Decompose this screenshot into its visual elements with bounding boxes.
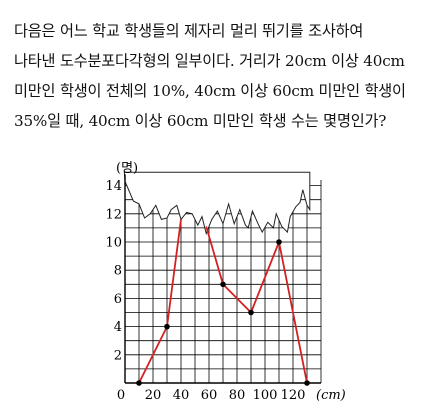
problem-line-3: 미만인 학생이 전체의 10%, 40cm 이상 60cm 미만인 학생이	[14, 82, 406, 100]
data-point	[220, 281, 226, 288]
series-line-1	[138, 219, 182, 384]
x-axis-label: (cm)	[316, 388, 346, 403]
x-tick-label: 20	[145, 388, 162, 403]
y-tick-label: 6	[114, 292, 122, 307]
y-tick-label: 2	[114, 348, 122, 363]
data-point	[136, 380, 142, 386]
y-tick-label: 14	[105, 179, 122, 194]
problem-text: 다음은 어느 학교 학생들의 제자리 멀리 뛰기를 조사하여 나타낸 도수분포다…	[14, 16, 434, 136]
data-point	[276, 239, 282, 245]
x-tick-label: 0	[117, 388, 125, 403]
x-tick-label: 80	[229, 388, 246, 403]
x-tick-label: 40	[173, 388, 190, 403]
y-axis-label: (명)	[116, 161, 138, 176]
x-tick-label: 100	[253, 388, 278, 403]
y-tick-label: 12	[105, 207, 122, 222]
problem-line-2: 나타낸 도수분포다각형의 일부이다. 거리가 20cm 이상 40cm	[14, 52, 405, 70]
problem-line-1: 다음은 어느 학교 학생들의 제자리 멀리 뛰기를 조사하여	[14, 22, 364, 40]
y-tick-label: 4	[114, 320, 122, 335]
data-point	[304, 380, 310, 386]
x-tick-label: 60	[201, 388, 218, 403]
data-point	[164, 323, 170, 330]
x-tick-label: 120	[281, 388, 306, 403]
y-tick-label: 8	[114, 264, 122, 279]
torn-paper-cover	[123, 171, 311, 236]
y-tick-label: 10	[105, 236, 122, 251]
chart-markers	[136, 239, 310, 386]
chart-ticks: 0 20 40 60 80 100 120 2 4 6 8 10 12 14	[105, 179, 305, 403]
problem-line-4: 35%일 때, 40cm 이상 60cm 미만인 학생 수는 몇명인가?	[14, 112, 387, 130]
data-point	[248, 309, 254, 316]
series-line-2	[205, 226, 308, 384]
